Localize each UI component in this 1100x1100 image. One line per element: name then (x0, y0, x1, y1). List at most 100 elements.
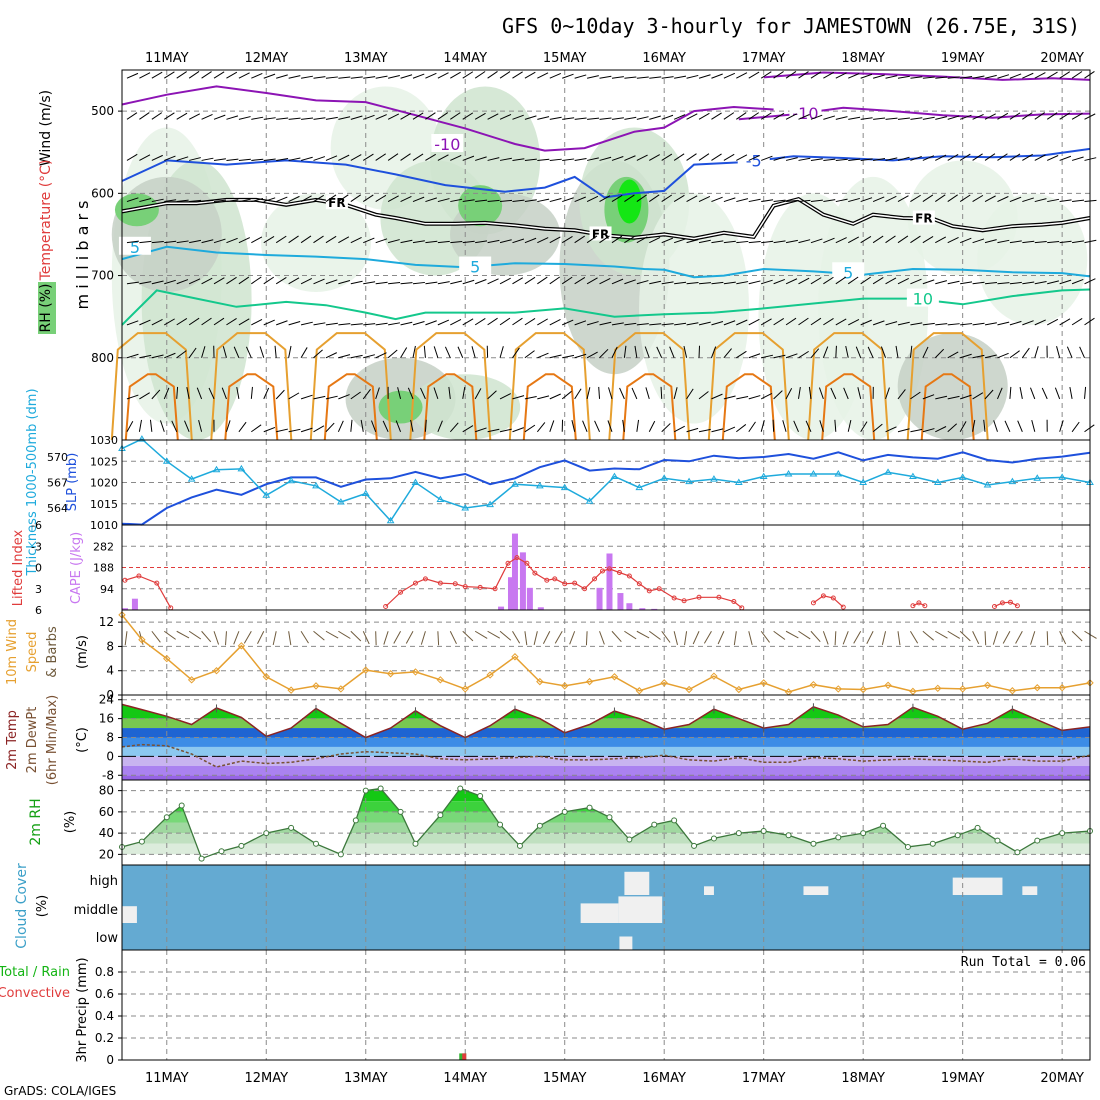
wind-barb (225, 420, 231, 432)
wind-barb (1079, 346, 1085, 358)
wind-barb (475, 156, 487, 161)
wind-barb (437, 112, 449, 120)
cape-bar (526, 587, 533, 610)
wind-barb-10m (449, 631, 457, 645)
wind-barb (176, 386, 179, 399)
rh-point (312, 840, 319, 847)
lifted-index-point (731, 599, 737, 604)
wind-barb (238, 158, 251, 161)
wind-speed-point (511, 653, 519, 661)
wind-barb (437, 198, 450, 203)
wind-barb (711, 112, 722, 120)
wind-barb (1071, 156, 1084, 161)
wind-barb (810, 158, 823, 161)
wind-barb (885, 157, 898, 161)
thickness-point (809, 470, 818, 477)
lifted-index-axis-label: Lifted Index (11, 529, 26, 606)
lifted-index-point (562, 581, 568, 587)
wind-barb (885, 426, 897, 433)
wind-barb (450, 71, 461, 79)
isotherm-warm-line (409, 332, 492, 441)
wind-barb (798, 71, 809, 79)
wind-barb (338, 323, 351, 326)
wind-barb (176, 279, 189, 285)
wind-barb-10m (661, 630, 671, 643)
wind-barb (350, 419, 353, 432)
wind-barb (450, 112, 461, 120)
wind-barb (410, 419, 414, 432)
cloud-block (624, 871, 650, 895)
wind-speed-point (735, 685, 743, 694)
isotherm-label-bg (118, 236, 151, 255)
wind-barb (611, 278, 624, 285)
wind-barb (524, 424, 536, 433)
wind-barb (599, 195, 611, 202)
wind-barb (288, 321, 301, 326)
wind-barb-10m (881, 631, 887, 645)
thickness-point (1058, 473, 1067, 480)
wind-barb (201, 277, 213, 285)
thickness-tick-label: 570 (47, 451, 68, 464)
wind-barb (387, 239, 400, 244)
wind-barb (997, 239, 1010, 244)
wind-barb (139, 354, 152, 359)
lifted-index-point (492, 586, 498, 592)
wind-barb (810, 114, 823, 120)
wind-barb (188, 347, 197, 359)
wind-barb (619, 387, 625, 400)
thickness-axis-label: Thickness 1000-500mb (dm) (25, 388, 40, 576)
wind-barb (499, 393, 512, 400)
wind-barb (350, 280, 363, 285)
wind-barb (561, 390, 572, 400)
isotherm-line (121, 147, 1091, 199)
wind-barb (786, 199, 799, 203)
slp-line (121, 451, 1091, 526)
time-axis-top-label: 15MAY (543, 51, 587, 66)
wind-barb (935, 280, 948, 285)
wind-barb (363, 114, 375, 120)
pressure-axis-label: m i l l i b a r s (73, 201, 92, 310)
wind-barb (537, 237, 549, 244)
wind-barb (139, 154, 151, 161)
wind-barb (910, 428, 923, 433)
wind-barb (873, 157, 886, 161)
wind-barb (139, 392, 150, 400)
wind-barb (437, 319, 450, 326)
rh-point (288, 824, 295, 831)
wind-barb (959, 421, 967, 433)
wind-barb (275, 235, 287, 244)
wind-barb (151, 354, 164, 359)
wind-barb (984, 389, 994, 400)
rh-point (954, 832, 961, 839)
wind-barb (661, 194, 673, 202)
isotherm-hot-line (423, 373, 478, 441)
wind-barb (300, 75, 313, 79)
wind-barb (325, 352, 338, 359)
wind-barb (176, 199, 189, 203)
time-axis-bottom-label: 11MAY (145, 1071, 189, 1086)
dewpt-axis-label: 2m DewPt (25, 707, 40, 774)
isotherm-label-bg (459, 256, 492, 275)
temp-bands (122, 704, 1090, 780)
wind-barb (847, 419, 852, 432)
wind-barb (872, 196, 885, 203)
wind-barb (512, 71, 523, 79)
wind-barb (885, 277, 897, 285)
thickness-point (1008, 477, 1017, 485)
wind-barb (475, 240, 488, 244)
wind-barb (537, 158, 550, 161)
wind-barb (1009, 386, 1012, 399)
wind-tick-label: 4 (106, 664, 114, 678)
lifted-index-point (696, 594, 702, 600)
precip-total-legend: Total / Rain (0, 965, 70, 980)
thickness-point (535, 481, 544, 489)
wind-barb (412, 345, 416, 358)
wind-barb (997, 196, 1009, 203)
wind-barb (773, 279, 786, 285)
time-axis-top-label: 12MAY (244, 51, 288, 66)
rh-tick-label: 60 (99, 805, 114, 819)
wind-barb-10m (1059, 631, 1067, 645)
wind-barb (673, 194, 685, 202)
wind-barb (959, 153, 971, 161)
